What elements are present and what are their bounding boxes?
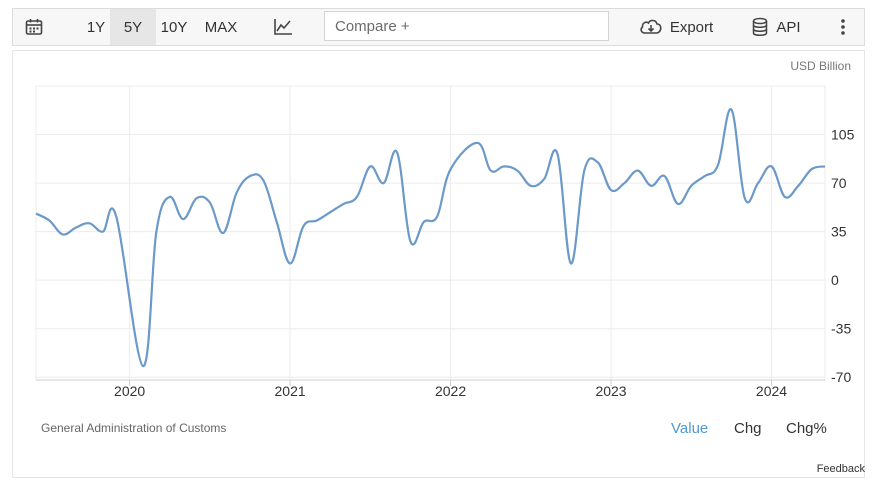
unit-label: USD Billion	[790, 59, 851, 73]
feedback-link[interactable]: Feedback	[816, 463, 865, 475]
y-tick-label: -35	[831, 321, 851, 337]
api-label: API	[776, 18, 801, 36]
toolbar: 1Y 5Y 10Y MAX Export API	[12, 8, 865, 46]
cloud-download-icon	[640, 19, 662, 34]
x-tick-label: 2022	[435, 383, 466, 399]
database-icon	[753, 17, 768, 36]
api-button[interactable]: API	[747, 9, 805, 45]
tab-chg[interactable]: Chg	[734, 420, 762, 437]
y-tick-label: 105	[831, 127, 855, 143]
y-tick-label: 35	[831, 224, 847, 240]
x-tick-label: 2024	[756, 383, 787, 399]
y-tick-label: 70	[831, 175, 847, 191]
tab-chg-percent[interactable]: Chg%	[786, 420, 827, 437]
export-button[interactable]: Export	[635, 9, 717, 45]
y-tick-label: -70	[831, 369, 851, 385]
chart-type-icon[interactable]	[268, 9, 298, 45]
x-tick-label: 2023	[595, 383, 626, 399]
range-max-button[interactable]: MAX	[204, 18, 238, 36]
compare-input[interactable]	[324, 11, 609, 41]
x-tick-label: 2020	[114, 383, 145, 399]
x-tick-label: 2021	[275, 383, 306, 399]
range-5y-button[interactable]: 5Y	[110, 9, 156, 45]
more-options-icon[interactable]	[833, 9, 853, 45]
range-10y-button[interactable]: 10Y	[160, 18, 188, 36]
calendar-icon[interactable]	[19, 9, 49, 45]
series-line	[35, 108, 826, 368]
plot-area	[35, 85, 826, 381]
source-label: General Administration of Customs	[41, 421, 227, 435]
export-label: Export	[669, 18, 714, 36]
y-tick-label: 0	[831, 272, 839, 288]
tab-value[interactable]: Value	[671, 420, 709, 437]
range-1y-button[interactable]: 1Y	[86, 18, 106, 36]
